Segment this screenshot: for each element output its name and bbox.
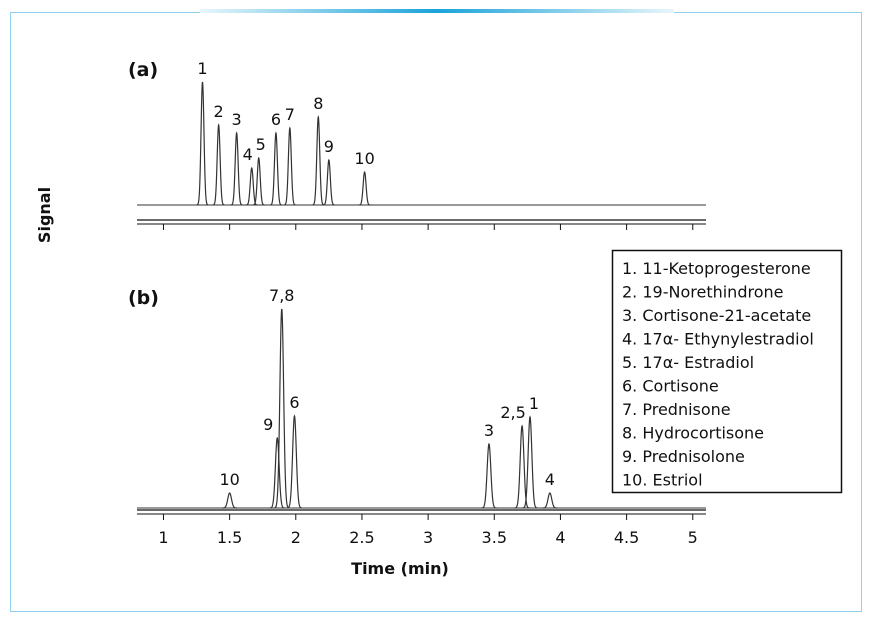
peak-label: 6 [271, 110, 281, 129]
legend-entry: 2. 19-Norethindrone [622, 283, 783, 302]
peak-label: 5 [256, 135, 266, 154]
peak [283, 126, 296, 206]
peak [323, 158, 335, 206]
peak-label: 10 [219, 470, 239, 489]
x-tick-label: 3.5 [482, 528, 507, 547]
peak-label: 4 [243, 145, 253, 164]
panel-label: (b) [128, 287, 159, 309]
peak [212, 123, 225, 206]
x-tick-label: 2 [291, 528, 301, 547]
peak-label: 10 [354, 149, 374, 168]
peak-label: 4 [545, 470, 555, 489]
legend-entry: 10. Estriol [622, 471, 703, 490]
peak [286, 414, 302, 509]
x-axis-label: Time (min) [351, 559, 449, 578]
peak-label: 2,5 [500, 403, 525, 422]
peak-label: 9 [324, 137, 334, 156]
y-axis-label: Signal [35, 187, 54, 243]
peak-label: 1 [529, 394, 539, 413]
legend-entry: 7. Prednisone [622, 400, 731, 419]
x-tick-label: 5 [688, 528, 698, 547]
x-tick-label: 4 [555, 528, 565, 547]
panel-label: (a) [128, 59, 158, 81]
x-tick-label: 4.5 [614, 528, 639, 547]
legend-entry: 4. 17α- Ethynylestradiol [622, 330, 814, 349]
legend: 1. 11-Ketoprogesterone 2. 19-Norethindron… [622, 259, 814, 490]
x-tick-label: 3 [423, 528, 433, 547]
peak [312, 115, 325, 206]
peak-label: 7,8 [269, 286, 294, 305]
legend-entry: 5. 17α- Estradiol [622, 353, 754, 372]
peak [222, 492, 238, 509]
peak [481, 442, 497, 509]
peak [270, 131, 282, 206]
peak-label: 3 [232, 110, 242, 129]
peak-label: 2 [214, 102, 224, 121]
peak [230, 131, 243, 206]
top-bar [200, 9, 674, 13]
legend-box [611, 249, 843, 494]
peak [522, 415, 538, 509]
peak [252, 156, 265, 206]
legend-entry: 8. Hydrocortisone [622, 424, 764, 443]
peak [245, 167, 258, 206]
peak [274, 308, 290, 509]
peak-label: 7 [285, 105, 295, 124]
legend-entry: 1. 11-Ketoprogesterone [622, 259, 811, 278]
peak [358, 171, 371, 206]
peak-label: 1 [197, 59, 207, 78]
peak-label: 9 [263, 415, 273, 434]
peak-label: 3 [484, 421, 494, 440]
peak [514, 424, 530, 509]
peak [542, 492, 558, 509]
legend-entry: 3. Cortisone-21-acetate [622, 306, 811, 325]
peak-label: 6 [289, 393, 299, 412]
peak [196, 81, 209, 206]
x-tick-label: 1.5 [217, 528, 242, 547]
x-tick-label: 2.5 [349, 528, 374, 547]
peak [269, 436, 285, 509]
peak-label: 8 [313, 94, 323, 113]
legend-entry: 6. Cortisone [622, 377, 719, 396]
legend-entry: 9. Prednisolone [622, 447, 745, 466]
x-tick-label: 1 [158, 528, 168, 547]
